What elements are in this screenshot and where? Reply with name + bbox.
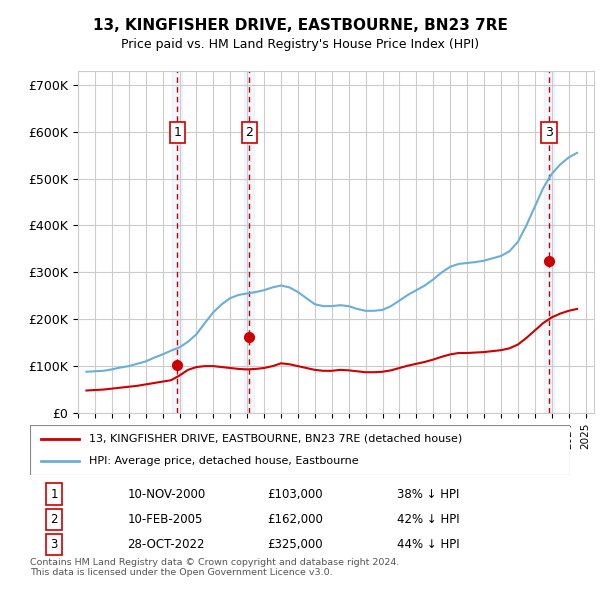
Text: Price paid vs. HM Land Registry's House Price Index (HPI): Price paid vs. HM Land Registry's House … (121, 38, 479, 51)
Bar (544, 71, 554, 413)
Bar (172, 71, 182, 413)
Text: 3: 3 (545, 126, 553, 139)
Text: 3: 3 (50, 537, 58, 551)
Text: 10-NOV-2000: 10-NOV-2000 (127, 487, 205, 501)
Text: 44% ↓ HPI: 44% ↓ HPI (397, 537, 460, 551)
Text: 2: 2 (50, 513, 58, 526)
Text: £162,000: £162,000 (268, 513, 323, 526)
Text: Contains HM Land Registry data © Crown copyright and database right 2024.
This d: Contains HM Land Registry data © Crown c… (30, 558, 400, 577)
Text: 1: 1 (50, 487, 58, 501)
Text: HPI: Average price, detached house, Eastbourne: HPI: Average price, detached house, East… (89, 456, 359, 466)
FancyBboxPatch shape (30, 425, 570, 475)
Text: £325,000: £325,000 (268, 537, 323, 551)
Text: 13, KINGFISHER DRIVE, EASTBOURNE, BN23 7RE (detached house): 13, KINGFISHER DRIVE, EASTBOURNE, BN23 7… (89, 434, 463, 444)
Text: 1: 1 (173, 126, 181, 139)
Text: 42% ↓ HPI: 42% ↓ HPI (397, 513, 460, 526)
Text: £103,000: £103,000 (268, 487, 323, 501)
Text: 2: 2 (245, 126, 253, 139)
Bar (244, 71, 254, 413)
Text: 38% ↓ HPI: 38% ↓ HPI (397, 487, 460, 501)
Text: 28-OCT-2022: 28-OCT-2022 (127, 537, 205, 551)
Text: 13, KINGFISHER DRIVE, EASTBOURNE, BN23 7RE: 13, KINGFISHER DRIVE, EASTBOURNE, BN23 7… (92, 18, 508, 32)
Text: 10-FEB-2005: 10-FEB-2005 (127, 513, 203, 526)
